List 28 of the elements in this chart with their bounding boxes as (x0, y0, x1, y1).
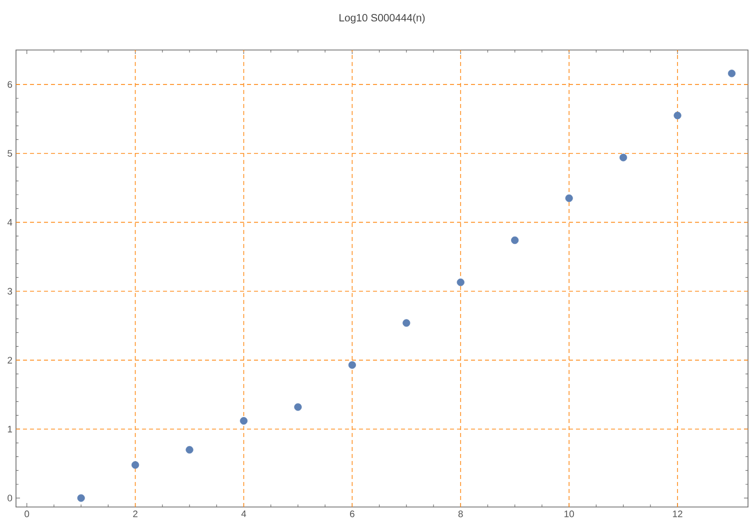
x-tick-label: 8 (458, 510, 463, 518)
point (619, 154, 628, 162)
point (131, 461, 140, 469)
point (348, 361, 356, 369)
x-tick-label: 12 (672, 510, 682, 518)
y-tick-label: 0 (8, 494, 12, 502)
x-tick-label: 10 (564, 510, 574, 518)
point (402, 319, 410, 327)
point (456, 278, 464, 286)
point (294, 403, 302, 411)
y-tick-label: 1 (8, 426, 12, 432)
y-tick-label: 2 (8, 356, 12, 364)
point (186, 446, 194, 454)
chart-title: Log10 S000444(n) (340, 14, 425, 24)
x-tick-label: 2 (133, 510, 138, 518)
y-tick-label: 4 (7, 219, 12, 226)
y-tick-label: 5 (8, 150, 12, 157)
y-tick-label: 3 (8, 288, 12, 295)
point (77, 494, 85, 502)
y-tick-label: 6 (8, 81, 12, 88)
x-tick-label: 4 (241, 510, 246, 518)
point (240, 417, 248, 425)
x-tick-label: 0 (24, 510, 30, 518)
point (565, 194, 573, 202)
point (728, 70, 736, 78)
x-tick-label: 6 (350, 510, 354, 518)
point (674, 112, 682, 120)
point (511, 236, 519, 244)
